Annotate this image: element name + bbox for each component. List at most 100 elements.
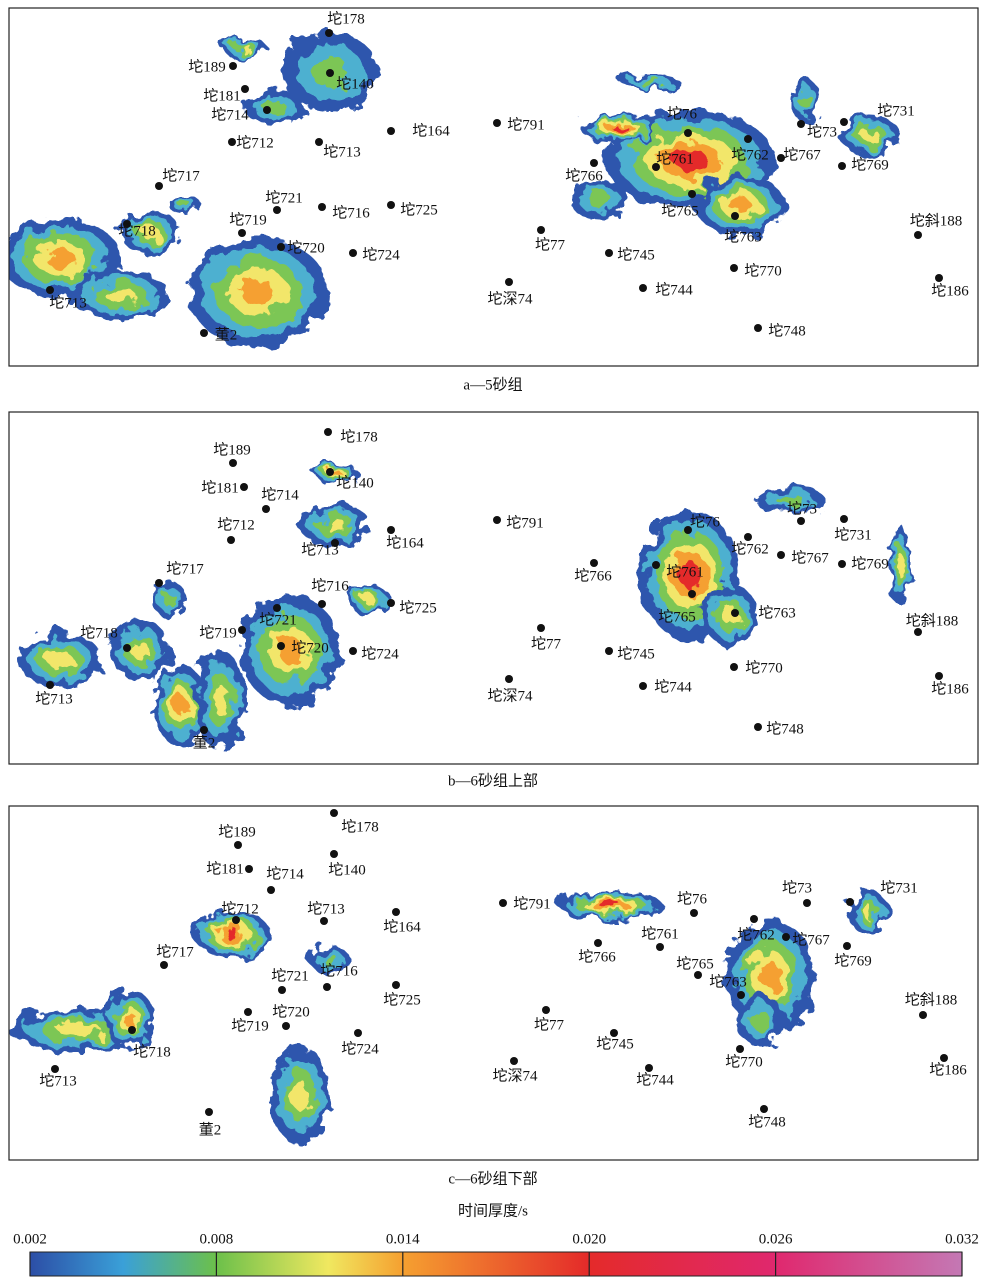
well-label: 坨76 <box>677 890 708 907</box>
well-dot <box>840 118 848 126</box>
well-label: 坨724 <box>361 645 399 662</box>
well-label: 坨斜188 <box>910 212 963 229</box>
well-label: 坨178 <box>340 428 378 445</box>
well-label: 坨762 <box>737 926 775 943</box>
thickness-patch <box>179 201 192 209</box>
well-label: 坨731 <box>877 102 915 119</box>
thickness-patch <box>238 45 251 51</box>
well-label: 坨140 <box>328 861 366 878</box>
thickness-patch <box>750 1010 770 1030</box>
well-label: 坨斜188 <box>905 991 958 1008</box>
well-dot <box>843 942 851 950</box>
well-label: 坨73 <box>787 500 817 517</box>
thickness-patch <box>164 592 176 608</box>
well-label: 坨717 <box>166 560 204 577</box>
well-label: 坨765 <box>661 202 699 219</box>
panel-patches <box>0 32 900 347</box>
well-label: 坨745 <box>617 246 655 263</box>
well-dot <box>324 428 332 436</box>
caption: c—6砂组下部 <box>448 1170 537 1187</box>
well-label: 坨765 <box>676 955 714 972</box>
well-dot <box>838 162 846 170</box>
well-label: 坨713 <box>39 1072 77 1089</box>
well-label: 坨761 <box>641 925 679 942</box>
thickness-patch <box>638 79 662 85</box>
well-dot <box>392 981 400 989</box>
thickness-patch <box>131 641 149 659</box>
well-label: 坨718 <box>80 624 118 641</box>
well-label: 坨140 <box>336 474 374 491</box>
well-dot <box>639 284 647 292</box>
thickness-patch <box>363 596 376 604</box>
thickness-patches <box>0 32 912 1145</box>
well-dot <box>731 609 739 617</box>
well-dot <box>688 590 696 598</box>
well-dot <box>160 961 168 969</box>
well-dot <box>505 278 513 286</box>
well-dot <box>594 939 602 947</box>
well-label: 坨186 <box>931 282 969 299</box>
well-dot <box>754 723 762 731</box>
well-dot <box>493 516 501 524</box>
thickness-patch <box>45 248 74 268</box>
well-dot <box>750 915 758 923</box>
well-label: 坨761 <box>656 150 694 167</box>
well-label: 坨767 <box>792 931 830 948</box>
colorbar-tick-label: 0.002 <box>13 1231 47 1247</box>
well-label: 坨718 <box>133 1043 171 1060</box>
thickness-patch <box>729 198 751 213</box>
well-dot <box>605 249 613 257</box>
well-dot <box>684 129 692 137</box>
well-dot <box>123 644 131 652</box>
well-dot <box>777 551 785 559</box>
colorbar-tick-label: 0.008 <box>200 1231 234 1247</box>
well-dot <box>200 726 208 734</box>
thickness-patch <box>58 1023 102 1036</box>
well-dot <box>238 626 246 634</box>
well-dot <box>330 850 338 858</box>
well-dot <box>245 865 253 873</box>
well-label: 坨731 <box>834 526 872 543</box>
well-label: 坨763 <box>758 604 796 621</box>
well-label: 坨713 <box>35 690 73 707</box>
well-dot <box>797 517 805 525</box>
thickness-patch <box>759 962 781 989</box>
well-label: 坨744 <box>655 281 693 298</box>
well-dot <box>542 1006 550 1014</box>
well-dot <box>392 908 400 916</box>
well-dot <box>277 243 285 251</box>
well-label: 坨深74 <box>492 1067 538 1084</box>
well-dot <box>387 526 395 534</box>
well-dot <box>234 841 242 849</box>
well-dot <box>744 533 752 541</box>
well-dot <box>537 624 545 632</box>
well-label: 坨712 <box>236 134 274 151</box>
well-label: 坨深74 <box>487 290 533 307</box>
well-dot <box>238 229 246 237</box>
thickness-patch <box>124 1013 136 1028</box>
well-dot <box>318 203 326 211</box>
well-label: 坨721 <box>271 967 309 984</box>
well-dot <box>325 29 333 37</box>
well-label: 坨189 <box>218 823 256 840</box>
well-dot <box>46 681 54 689</box>
well-label: 坨769 <box>851 156 889 173</box>
well-label: 坨720 <box>272 1003 310 1020</box>
well-label: 坨716 <box>311 577 349 594</box>
well-label: 坨714 <box>266 865 304 882</box>
well-label: 坨719 <box>229 211 267 228</box>
well-label: 坨716 <box>332 204 370 221</box>
well-dot <box>200 329 208 337</box>
well-dot <box>323 983 331 991</box>
well-label: 坨767 <box>783 146 821 163</box>
well-label: 坨765 <box>658 608 696 625</box>
well-label: 坨724 <box>341 1040 379 1057</box>
well-label: 坨713 <box>49 294 87 311</box>
well-dot <box>349 249 357 257</box>
thickness-patch <box>212 685 227 715</box>
well-label: 坨763 <box>724 228 762 245</box>
well-dot <box>240 483 248 491</box>
well-dot <box>919 1011 927 1019</box>
well-dot <box>262 505 270 513</box>
well-dot <box>688 190 696 198</box>
